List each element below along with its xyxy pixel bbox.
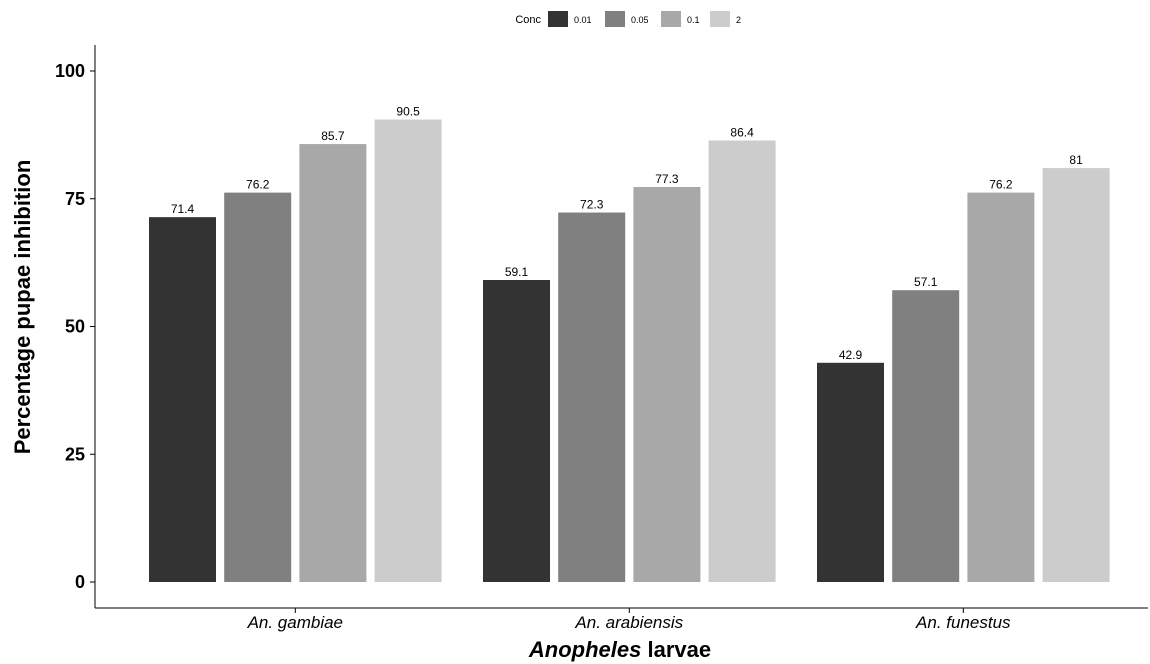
bar-2-2 xyxy=(1042,168,1110,582)
data-label: 76.2 xyxy=(246,178,270,192)
x-axis-title-italic: Anopheles xyxy=(528,637,641,662)
bar-0_01-1 xyxy=(483,279,550,582)
data-label: 90.5 xyxy=(396,105,420,119)
data-labels-layer: 71.4 59.1 42.9 76.2 72.3 57.1 85.7 77.3 76.2 90.5… xyxy=(171,105,1083,362)
y-tick-label: 75 xyxy=(65,189,85,209)
data-label: 85.7 xyxy=(321,129,345,143)
x-axis-title: Anopheles larvae xyxy=(528,637,711,662)
x-tick-label: An. gambiae xyxy=(247,613,343,632)
data-label: 81 xyxy=(1069,153,1083,167)
legend-key xyxy=(605,11,625,27)
legend-key xyxy=(548,11,568,27)
y-tick-label: 100 xyxy=(55,61,85,81)
y-ticks: 0 25 50 75 100 xyxy=(55,61,95,592)
bars-layer xyxy=(149,119,1110,583)
bar-0_01-0 xyxy=(149,217,216,582)
bar-0_01-2 xyxy=(817,362,884,582)
data-label: 71.4 xyxy=(171,202,195,216)
bar-0_05-0 xyxy=(224,192,292,583)
y-tick-label: 50 xyxy=(65,317,85,337)
bar-0_05-1 xyxy=(558,212,626,582)
legend-label: 0.01 xyxy=(574,15,592,25)
bar-2-0 xyxy=(374,119,442,583)
legend-key xyxy=(710,11,730,27)
y-tick-label: 25 xyxy=(65,444,85,464)
bar-0_1-1 xyxy=(633,186,701,582)
x-tick-label: An. arabiensis xyxy=(574,613,683,632)
y-tick-label: 0 xyxy=(75,572,85,592)
legend: Conc 0.01 0.05 0.1 2 xyxy=(515,11,741,27)
data-label: 42.9 xyxy=(839,348,863,362)
data-label: 76.2 xyxy=(989,178,1013,192)
bar-0_1-2 xyxy=(967,192,1035,583)
data-label: 77.3 xyxy=(655,172,679,186)
bar-2-1 xyxy=(708,140,776,582)
legend-title: Conc xyxy=(515,14,541,26)
data-label: 59.1 xyxy=(505,265,529,279)
data-label: 86.4 xyxy=(730,125,754,139)
legend-label: 0.1 xyxy=(687,15,700,25)
data-label: 57.1 xyxy=(914,275,938,289)
legend-label: 2 xyxy=(736,15,741,25)
bar-0_05-2 xyxy=(892,290,960,582)
x-ticks: An. gambiae An. arabiensis An. funestus xyxy=(247,608,1011,632)
y-axis-title: Percentage pupae inhibition xyxy=(10,160,35,455)
legend-label: 0.05 xyxy=(631,15,649,25)
x-tick-label: An. funestus xyxy=(915,613,1011,632)
legend-key xyxy=(661,11,681,27)
x-axis-title-rest: larvae xyxy=(641,637,711,662)
data-label: 72.3 xyxy=(580,198,604,212)
bar-0_1-0 xyxy=(299,144,367,582)
